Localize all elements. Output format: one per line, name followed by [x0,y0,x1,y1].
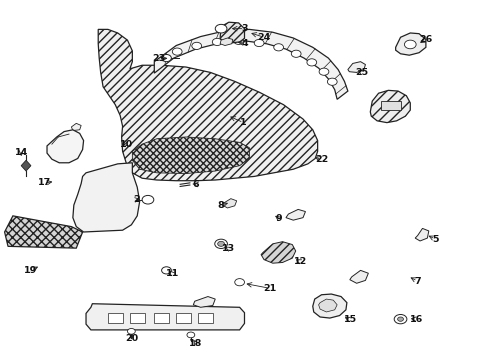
Polygon shape [154,314,168,323]
Text: 13: 13 [222,244,235,253]
Polygon shape [193,297,215,307]
Polygon shape [312,294,346,318]
Circle shape [161,267,171,274]
Text: 18: 18 [189,339,202,348]
Text: 16: 16 [408,315,422,324]
Polygon shape [130,314,144,323]
Text: 1: 1 [240,118,246,127]
Text: 26: 26 [418,35,431,44]
Text: 2: 2 [133,195,139,204]
Text: 19: 19 [24,266,38,275]
Polygon shape [86,304,244,330]
Circle shape [234,279,244,286]
Polygon shape [132,137,249,174]
Circle shape [254,40,264,46]
Text: 9: 9 [275,214,282,223]
Circle shape [161,54,171,62]
Text: 14: 14 [15,148,28,157]
Circle shape [172,48,182,55]
Text: 25: 25 [354,68,367,77]
Text: 3: 3 [241,24,247,33]
Polygon shape [4,216,82,248]
Circle shape [191,42,201,49]
Circle shape [212,39,222,45]
Text: 22: 22 [314,155,327,164]
Circle shape [215,24,226,33]
Circle shape [393,315,406,324]
Circle shape [397,317,403,321]
Text: 11: 11 [165,269,179,278]
Polygon shape [98,30,317,181]
Text: 12: 12 [293,257,306,266]
Circle shape [142,195,154,204]
Polygon shape [414,228,428,241]
Text: 23: 23 [152,54,165,63]
Polygon shape [47,130,83,163]
Polygon shape [222,199,236,208]
Polygon shape [347,62,365,72]
Polygon shape [154,30,347,99]
Polygon shape [198,314,212,323]
Text: 6: 6 [192,180,199,189]
Text: 15: 15 [344,315,357,324]
Text: 7: 7 [413,276,420,285]
Polygon shape [369,90,409,123]
Polygon shape [108,314,122,323]
Circle shape [233,37,243,44]
Circle shape [273,44,283,51]
Circle shape [306,59,316,66]
Text: 8: 8 [217,201,224,210]
Polygon shape [220,22,244,43]
Polygon shape [71,123,81,131]
Polygon shape [73,163,140,232]
Circle shape [127,328,135,334]
Text: 20: 20 [124,334,138,343]
Polygon shape [318,299,336,312]
Circle shape [217,241,224,246]
Polygon shape [285,210,305,220]
Text: 4: 4 [241,39,247,48]
Text: 5: 5 [431,235,438,244]
Text: 21: 21 [263,284,276,293]
Polygon shape [261,242,295,263]
Circle shape [404,40,415,49]
Text: 10: 10 [120,140,133,149]
Polygon shape [176,314,190,323]
Polygon shape [21,160,31,171]
Circle shape [291,50,301,57]
Text: 17: 17 [38,178,51,187]
Polygon shape [380,101,400,110]
Polygon shape [220,38,232,45]
Circle shape [319,68,328,75]
Circle shape [186,332,194,338]
Circle shape [327,78,336,85]
Polygon shape [349,270,367,283]
Text: 24: 24 [257,33,270,42]
Circle shape [214,239,227,248]
Polygon shape [395,33,425,55]
